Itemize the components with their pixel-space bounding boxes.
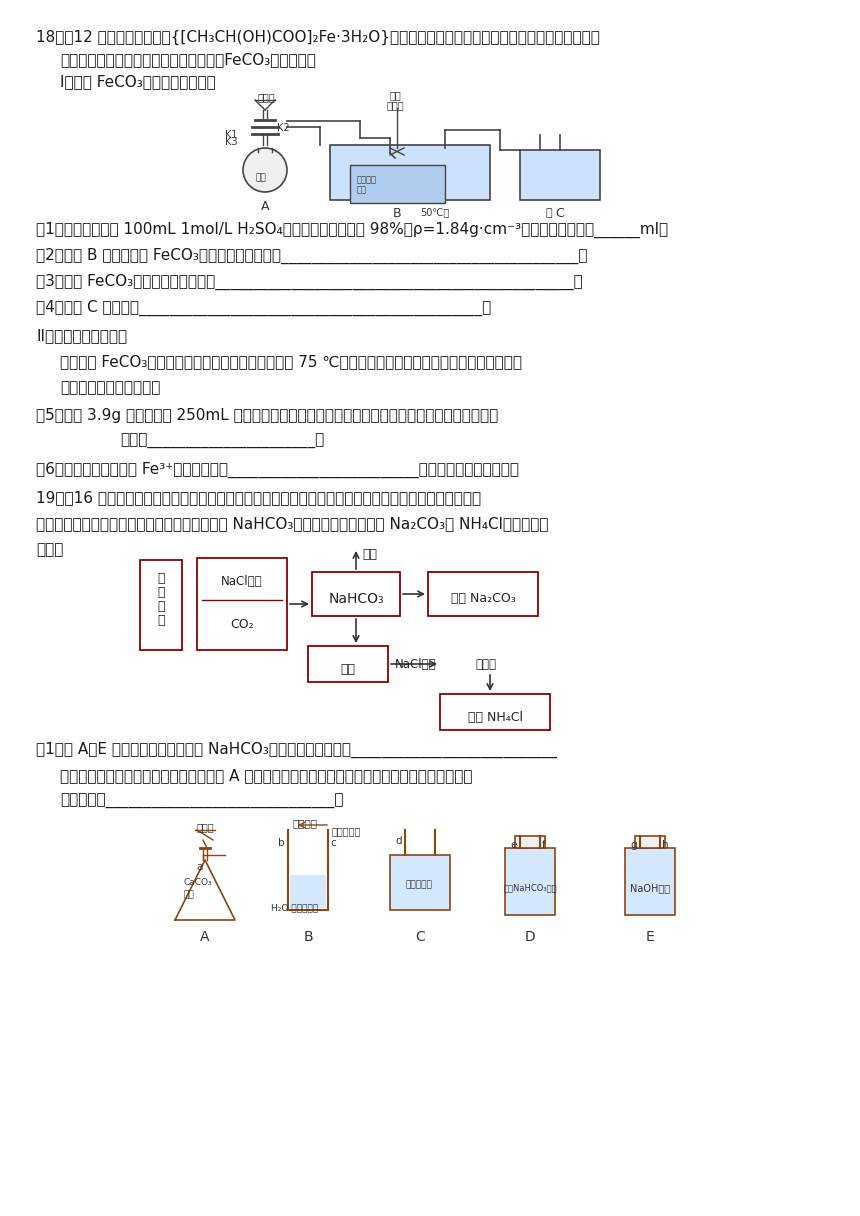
Bar bbox=[197, 558, 287, 651]
Bar bbox=[635, 837, 665, 848]
Text: （3）制取 FeCO₃反应的离子方程式为_______________________________________________；: （3）制取 FeCO₃反应的离子方程式为____________________… bbox=[36, 274, 583, 291]
Text: 电动: 电动 bbox=[389, 90, 401, 100]
Bar bbox=[330, 145, 490, 199]
Text: 产品 NH₄Cl: 产品 NH₄Cl bbox=[468, 711, 523, 724]
Bar bbox=[428, 572, 538, 617]
Text: 稀硫酸: 稀硫酸 bbox=[258, 92, 275, 102]
Text: 饱和氨盐水: 饱和氨盐水 bbox=[332, 826, 361, 837]
Text: 如图：: 如图： bbox=[36, 542, 64, 557]
Text: B: B bbox=[304, 930, 313, 944]
Text: 搅拌器: 搅拌器 bbox=[386, 100, 404, 109]
Text: e: e bbox=[511, 840, 517, 850]
Text: 仪器有______________________。: 仪器有______________________。 bbox=[120, 434, 324, 449]
Text: （5）称取 3.9g 样品配制成 250mL 溶液时，除用到托盘天平、烧杯、玻璃棒、量筒外，还用到的玻璃: （5）称取 3.9g 样品配制成 250mL 溶液时，除用到托盘天平、烧杯、玻璃… bbox=[36, 409, 498, 423]
Text: 盐: 盐 bbox=[157, 599, 165, 613]
Text: C: C bbox=[415, 930, 425, 944]
Text: E: E bbox=[646, 930, 654, 944]
Text: 饱和食盐水: 饱和食盐水 bbox=[405, 880, 432, 889]
Text: H₂O 饱和氨盐水: H₂O 饱和氨盐水 bbox=[272, 903, 318, 912]
Text: 水: 水 bbox=[545, 208, 551, 218]
Bar bbox=[390, 855, 450, 910]
Text: （6）检验样品中是否有 Fe³⁺存在的方法是_________________________（用离子方程式表示）。: （6）检验样品中是否有 Fe³⁺存在的方法是__________________… bbox=[36, 462, 519, 478]
Text: 将制得的 FeCO₃加入乳酸溶液中，加入少量铁粉，在 75 ℃下搅拌使之充分反应，然后再加入适量乳酸。: 将制得的 FeCO₃加入乳酸溶液中，加入少量铁粉，在 75 ℃下搅拌使之充分反应… bbox=[60, 354, 522, 368]
Text: II．制备乳酸亚铁晶体: II．制备乳酸亚铁晶体 bbox=[36, 328, 127, 343]
Bar bbox=[625, 848, 675, 914]
Text: b: b bbox=[279, 838, 285, 848]
Text: D: D bbox=[525, 930, 536, 944]
Text: 50℃水: 50℃水 bbox=[420, 207, 449, 216]
Text: c: c bbox=[330, 838, 335, 848]
Text: h: h bbox=[662, 840, 668, 850]
Text: 母液: 母液 bbox=[341, 663, 355, 676]
Text: NaCl粉末: NaCl粉末 bbox=[221, 575, 263, 589]
Text: A: A bbox=[200, 930, 210, 944]
Text: 碳酸氢铵: 碳酸氢铵 bbox=[357, 175, 377, 184]
Polygon shape bbox=[290, 876, 326, 908]
Circle shape bbox=[243, 148, 287, 192]
Text: 稀盐酸: 稀盐酸 bbox=[196, 822, 214, 832]
Bar bbox=[308, 646, 388, 682]
Text: 气体: 气体 bbox=[362, 548, 377, 561]
Text: 颗粒: 颗粒 bbox=[183, 890, 194, 899]
FancyBboxPatch shape bbox=[350, 165, 445, 203]
Text: 产品 Na₂CO₃: 产品 Na₂CO₃ bbox=[451, 592, 515, 606]
Text: NaHCO₃: NaHCO₃ bbox=[329, 592, 384, 606]
Text: C: C bbox=[556, 207, 564, 220]
Text: 食盐水: 食盐水 bbox=[475, 658, 496, 671]
Text: 雾化装置: 雾化装置 bbox=[292, 818, 317, 828]
Text: （1）从 A～E 中选择合适的仪器制备 NaHCO₃，正确的连接顺序是___________________________: （1）从 A～E 中选择合适的仪器制备 NaHCO₃，正确的连接顺序是_____… bbox=[36, 742, 557, 759]
Text: I．制备 FeCO₃，实验步骤如下：: I．制备 FeCO₃，实验步骤如下： bbox=[60, 74, 216, 89]
Text: 经系列操作后得到产品。: 经系列操作后得到产品。 bbox=[60, 379, 160, 395]
Text: 19．（16 分）化工专家侯德榜发明的侯氏制碱法为我国纯碱工业和国民经济发展做出了重要贡献，某化学: 19．（16 分）化工专家侯德榜发明的侯氏制碱法为我国纯碱工业和国民经济发展做出… bbox=[36, 490, 481, 505]
Bar bbox=[515, 837, 545, 848]
Text: 饱: 饱 bbox=[157, 572, 165, 585]
Text: K3: K3 bbox=[224, 137, 237, 147]
Text: 溶液: 溶液 bbox=[357, 185, 367, 195]
Text: （1）实验时要配制 100mL 1mol/L H₂SO₄溶液，需用量筒量取 98%（ρ=1.84g·cm⁻³）的浓硫酸体积为______ml；: （1）实验时要配制 100mL 1mol/L H₂SO₄溶液，需用量筒量取 98… bbox=[36, 223, 668, 238]
Bar bbox=[505, 848, 555, 914]
Bar bbox=[140, 561, 182, 651]
Text: a: a bbox=[196, 862, 202, 872]
Text: g: g bbox=[630, 840, 637, 850]
Text: 璃塞打开或______________________________。: 璃塞打开或______________________________。 bbox=[60, 794, 343, 809]
Text: 兴趣小组在实验室中模拟并改进侯氏制碱法制备 NaHCO₃，进一步处理得到产品 Na₂CO₃和 NH₄Cl，实验流程: 兴趣小组在实验室中模拟并改进侯氏制碱法制备 NaHCO₃，进一步处理得到产品 N… bbox=[36, 516, 549, 531]
Bar bbox=[440, 694, 550, 730]
Text: 和: 和 bbox=[157, 586, 165, 599]
Text: NaCl粉末: NaCl粉末 bbox=[395, 658, 437, 671]
Bar bbox=[520, 150, 600, 199]
Text: CaCO₃: CaCO₃ bbox=[183, 878, 212, 886]
Text: 水: 水 bbox=[157, 614, 165, 627]
Text: 铁粉: 铁粉 bbox=[255, 173, 266, 182]
Text: （2）引发 B 装置中制取 FeCO₃的反应的具体操作为_______________________________________；: （2）引发 B 装置中制取 FeCO₃的反应的具体操作为____________… bbox=[36, 248, 587, 264]
Text: B: B bbox=[393, 207, 402, 220]
Bar bbox=[312, 572, 400, 617]
Text: K2: K2 bbox=[277, 123, 290, 133]
Text: 易溶于水，几乎不溶于乙醇，可由乳酸与FeCO₃反应制得。: 易溶于水，几乎不溶于乙醇，可由乳酸与FeCO₃反应制得。 bbox=[60, 52, 316, 67]
Text: A: A bbox=[261, 199, 269, 213]
Text: 18．（12 分）乳酸亚铁晶体{[CH₃CH(OH)COO]₂Fe·3H₂O}是一种很好的食品铁强化剂，吸收效果比无机铁好，: 18．（12 分）乳酸亚铁晶体{[CH₃CH(OH)COO]₂Fe·3H₂O}是… bbox=[36, 30, 600, 45]
Text: （按气流方向，用小写字母表示）。为使 A 中分液漏斗内的稀盐酸顺利滴下，可将分液漏斗上部的玻: （按气流方向，用小写字母表示）。为使 A 中分液漏斗内的稀盐酸顺利滴下，可将分液… bbox=[60, 769, 472, 783]
Text: （4）装置 C 的作用是_____________________________________________。: （4）装置 C 的作用是____________________________… bbox=[36, 300, 491, 316]
Text: NaOH溶液: NaOH溶液 bbox=[630, 883, 670, 893]
Text: K1: K1 bbox=[224, 130, 237, 140]
Text: d: d bbox=[396, 837, 402, 846]
Text: 饱和NaHCO₃溶液: 饱和NaHCO₃溶液 bbox=[503, 883, 556, 893]
Text: f: f bbox=[542, 840, 546, 850]
Text: CO₂: CO₂ bbox=[230, 618, 254, 631]
